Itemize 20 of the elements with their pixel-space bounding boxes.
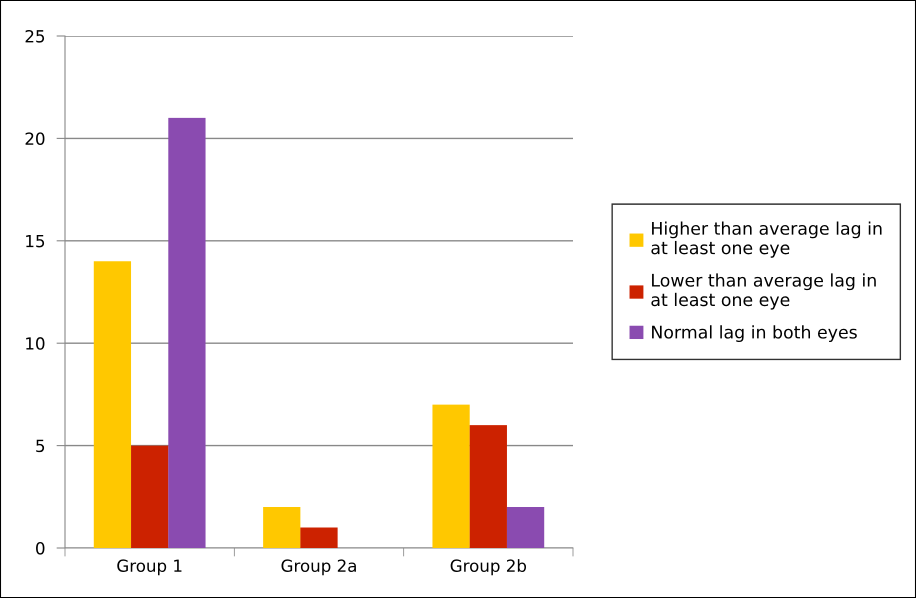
bar	[94, 261, 132, 548]
y-tick-label: 15	[26, 234, 44, 248]
x-tick-label: Group 1	[117, 559, 182, 576]
bar	[168, 118, 206, 548]
bar	[263, 507, 300, 548]
legend-label: Higher than average lag in at least one eye	[651, 221, 882, 258]
legend-label: Lower than average lag in at least one eye	[651, 273, 876, 310]
y-tick-label: 10	[26, 337, 44, 350]
x-tick-label: Group 2b	[450, 559, 526, 576]
bar	[300, 528, 338, 548]
legend-label: Normal lag in both eyes	[652, 325, 857, 342]
bar	[506, 507, 544, 548]
y-tick-label: 20	[26, 132, 44, 145]
y-tick-label: 25	[26, 30, 44, 43]
y-tick-label: 5	[36, 440, 44, 452]
bar	[470, 425, 507, 548]
bar	[432, 404, 470, 548]
y-tick-label: 0	[36, 542, 44, 555]
bar	[131, 446, 168, 548]
x-tick-label: Group 2a	[282, 559, 356, 576]
